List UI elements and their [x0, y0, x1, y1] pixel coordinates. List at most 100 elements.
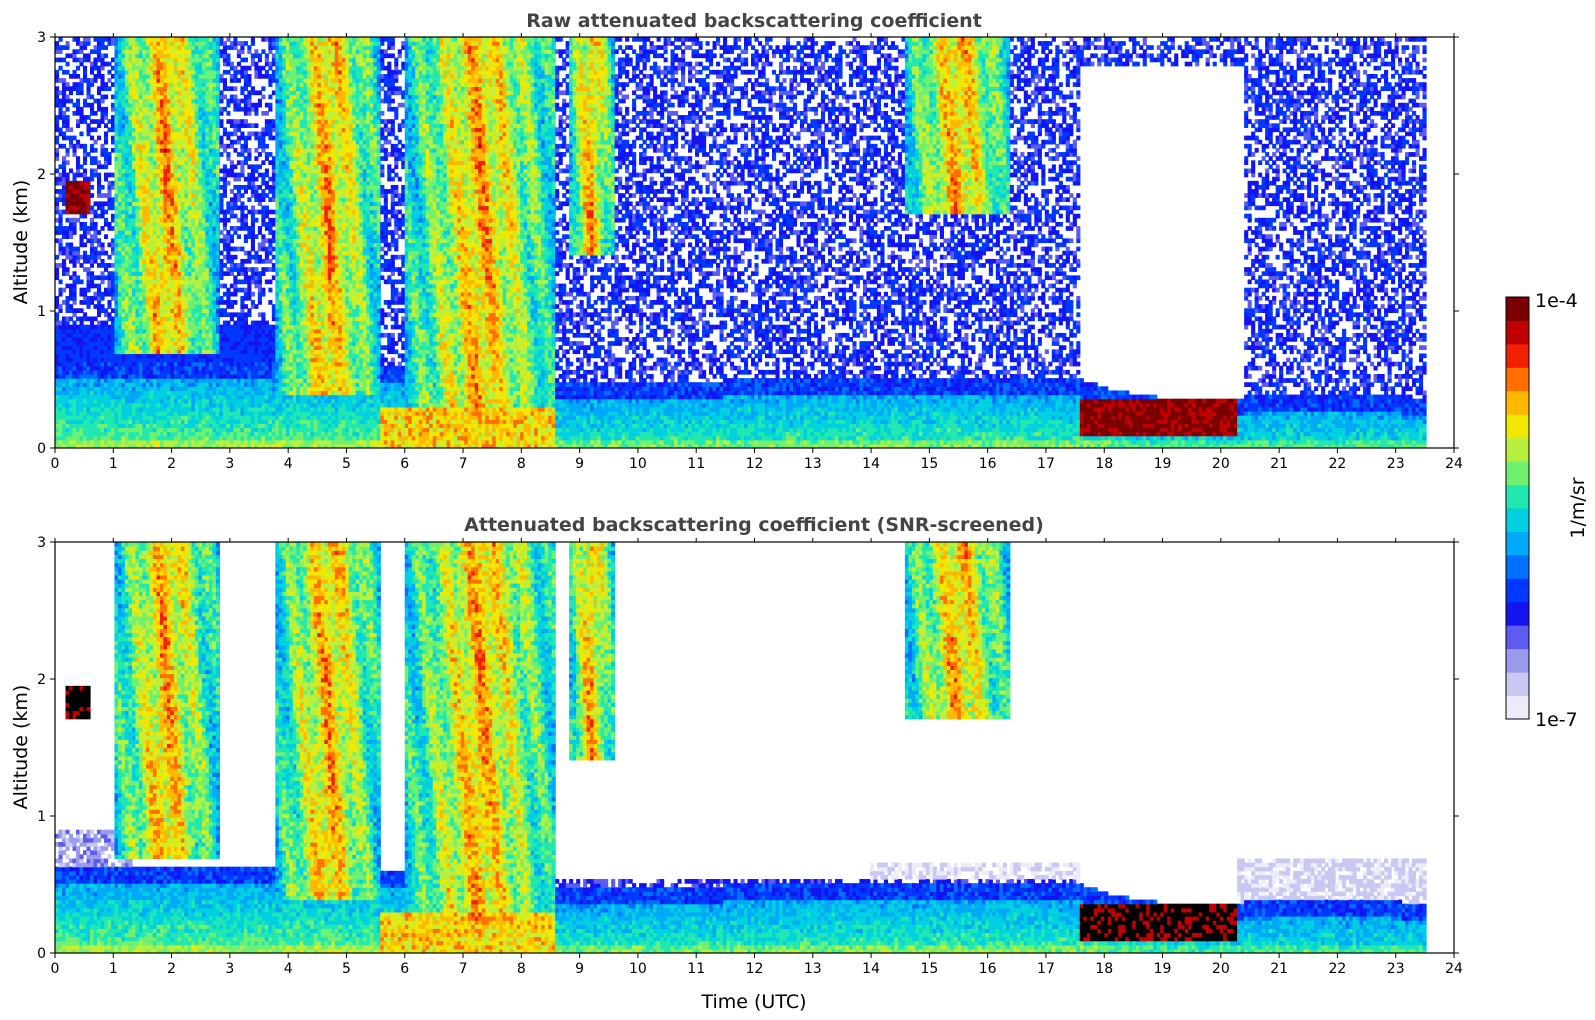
heatmap-cell — [72, 254, 77, 260]
heatmap-cell — [173, 57, 179, 63]
heatmap-cell — [117, 69, 123, 75]
heatmap-cell — [159, 267, 165, 272]
heatmap-cell — [201, 53, 206, 59]
heatmap-cell — [180, 143, 186, 149]
heatmap-cell — [201, 49, 206, 55]
heatmap-cell — [233, 197, 238, 202]
heatmap-cell — [254, 324, 259, 330]
heatmap-cell — [198, 271, 203, 276]
heatmap-cell — [240, 287, 245, 293]
heatmap-cell — [194, 250, 199, 256]
heatmap-cell — [250, 176, 255, 182]
heatmap-cell — [201, 168, 206, 174]
heatmap-cell — [208, 135, 213, 141]
heatmap-cell — [250, 361, 255, 367]
heatmap-cell — [110, 287, 116, 293]
heatmap-cell — [201, 209, 206, 215]
heatmap-cell — [89, 226, 95, 231]
heatmap-cell — [233, 164, 238, 170]
heatmap-cell — [142, 106, 147, 112]
heatmap-cell — [121, 267, 126, 272]
heatmap-cell — [100, 382, 105, 387]
heatmap-cell — [138, 242, 144, 248]
heatmap-cell — [103, 435, 109, 441]
heatmap-cell — [149, 143, 154, 149]
heatmap-cell — [55, 365, 60, 371]
heatmap-cell — [131, 131, 137, 137]
heatmap-cell — [201, 90, 206, 96]
heatmap-cell — [128, 263, 133, 268]
heatmap-cell — [100, 213, 105, 219]
heatmap-cell — [180, 160, 186, 166]
heatmap-cell — [145, 78, 151, 83]
heatmap-cell — [212, 279, 217, 285]
heatmap-cell — [205, 209, 210, 215]
heatmap-cell — [233, 419, 238, 424]
heatmap-cell — [121, 119, 126, 124]
heatmap-cell — [163, 267, 168, 272]
heatmap-cell — [205, 263, 210, 268]
heatmap-cell — [170, 73, 175, 79]
heatmap-cell — [191, 86, 196, 92]
heatmap-cell — [243, 226, 248, 231]
heatmap-cell — [65, 304, 70, 309]
heatmap-cell — [226, 53, 231, 59]
heatmap-cell — [110, 427, 116, 433]
heatmap-cell — [173, 238, 179, 244]
heatmap-cell — [240, 226, 245, 231]
heatmap-cell — [55, 374, 60, 379]
heatmap-cell — [205, 61, 210, 67]
heatmap-cell — [86, 337, 91, 342]
heatmap-cell — [184, 65, 189, 71]
heatmap-cell — [145, 304, 151, 309]
heatmap-cell — [180, 221, 186, 227]
heatmap-cell — [247, 324, 252, 330]
heatmap-cell — [247, 439, 252, 445]
heatmap-cell — [135, 361, 140, 367]
heatmap-cell — [79, 193, 84, 198]
heatmap-cell — [177, 398, 182, 404]
heatmap-cell — [170, 217, 175, 223]
heatmap-cell — [142, 427, 147, 433]
heatmap-cell — [110, 115, 116, 120]
heatmap-cell — [170, 369, 175, 375]
heatmap-cell — [55, 41, 60, 46]
heatmap-cell — [250, 37, 255, 42]
heatmap-cell — [240, 361, 245, 367]
heatmap-cell — [191, 160, 196, 166]
heatmap-cell — [93, 230, 98, 235]
heatmap-cell — [152, 431, 158, 437]
heatmap-cell — [170, 427, 175, 433]
heatmap-cell — [86, 332, 91, 338]
heatmap-cell — [114, 320, 119, 326]
heatmap-cell — [135, 53, 140, 59]
heatmap-cell — [226, 337, 231, 342]
heatmap-cell — [110, 139, 116, 145]
heatmap-cell — [219, 238, 224, 244]
heatmap-cell — [117, 172, 123, 178]
heatmap-cell — [201, 258, 206, 264]
heatmap-cell — [229, 443, 234, 448]
heatmap-cell — [145, 139, 151, 145]
heatmap-cell — [208, 147, 213, 153]
heatmap-cell — [121, 263, 126, 268]
heatmap-cell — [247, 267, 252, 272]
heatmap-cell — [131, 164, 137, 170]
heatmap-cell — [121, 37, 126, 42]
heatmap-cell — [226, 328, 231, 334]
heatmap-cell — [187, 139, 193, 145]
heatmap-cell — [208, 152, 213, 157]
heatmap-cell — [184, 180, 189, 186]
heatmap-cell — [142, 102, 147, 108]
heatmap-cell — [173, 411, 179, 416]
heatmap-cell — [250, 386, 255, 392]
heatmap-cell — [110, 402, 116, 408]
heatmap-cell — [166, 267, 172, 272]
heatmap-cell — [96, 312, 102, 318]
heatmap-cell — [219, 119, 224, 124]
heatmap-cell — [163, 238, 168, 244]
heatmap-cell — [72, 86, 77, 92]
heatmap-cell — [247, 378, 252, 383]
heatmap-cell — [68, 291, 74, 297]
heatmap-cell — [236, 135, 241, 141]
